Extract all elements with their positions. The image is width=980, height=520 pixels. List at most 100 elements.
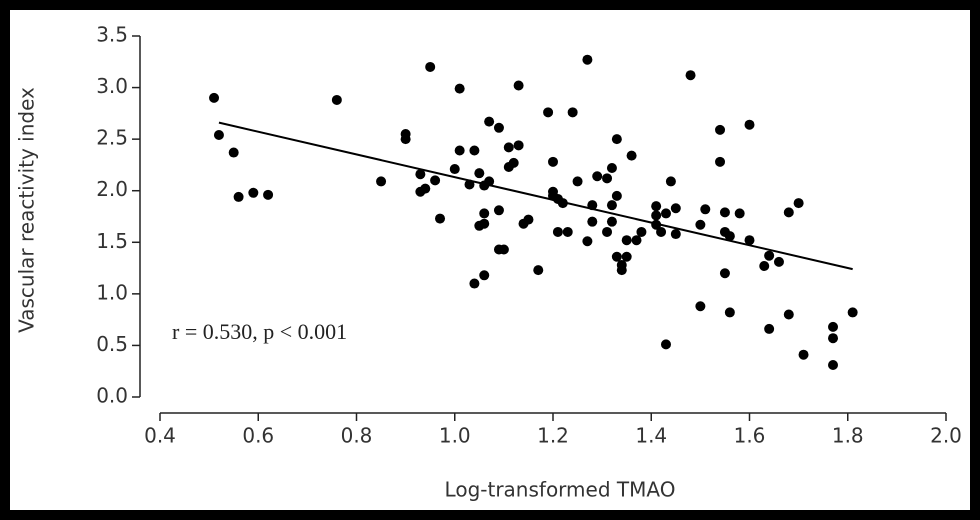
point — [557, 198, 568, 209]
point — [715, 156, 726, 167]
point — [734, 208, 745, 219]
point — [484, 116, 495, 127]
point — [454, 145, 465, 156]
point — [670, 229, 681, 240]
point — [695, 219, 706, 230]
y-tick-label: 3.0 — [96, 74, 128, 98]
point — [606, 200, 617, 211]
point — [543, 107, 554, 118]
point — [523, 214, 534, 225]
point — [400, 134, 411, 145]
y-tick-label: 0.0 — [96, 384, 128, 408]
point — [651, 210, 662, 221]
point — [724, 231, 735, 242]
point — [636, 226, 647, 237]
x-tick-label: 0.4 — [144, 424, 176, 448]
point — [783, 207, 794, 218]
x-tick-label: 1.0 — [439, 424, 471, 448]
point — [670, 203, 681, 214]
point — [572, 176, 583, 187]
point — [582, 54, 593, 65]
point — [503, 142, 514, 153]
x-tick-label: 1.8 — [832, 424, 864, 448]
point — [454, 83, 465, 94]
point — [611, 251, 622, 262]
point — [700, 204, 711, 215]
y-tick-label: 1.0 — [96, 280, 128, 304]
point — [587, 216, 598, 227]
point — [606, 163, 617, 174]
point — [474, 168, 485, 179]
point — [602, 173, 613, 184]
point — [685, 70, 696, 81]
point — [793, 198, 804, 209]
point — [213, 130, 224, 141]
point — [430, 175, 441, 186]
point — [533, 265, 544, 276]
x-tick-label: 1.4 — [635, 424, 667, 448]
point — [420, 183, 431, 194]
point — [764, 250, 775, 261]
point — [715, 124, 726, 135]
point — [611, 190, 622, 201]
point — [660, 208, 671, 219]
point — [209, 92, 220, 103]
point — [567, 107, 578, 118]
x-tick-label: 2.0 — [930, 424, 962, 448]
point — [665, 176, 676, 187]
point — [616, 265, 627, 276]
point — [425, 61, 436, 72]
y-tick-label: 2.5 — [96, 126, 128, 150]
point — [435, 213, 446, 224]
point — [248, 187, 259, 198]
point — [548, 186, 558, 197]
point — [415, 169, 426, 180]
point — [773, 256, 784, 267]
point — [651, 219, 662, 230]
point — [552, 226, 563, 237]
point — [474, 220, 485, 231]
point — [744, 235, 755, 246]
x-axis-label: Log-transformed TMAO — [445, 478, 676, 502]
point — [651, 201, 662, 212]
y-axis-label: Vascular reactivity index — [15, 87, 39, 333]
point — [621, 251, 632, 262]
point — [764, 323, 775, 334]
point — [744, 119, 755, 130]
point — [606, 216, 617, 227]
point — [847, 307, 858, 318]
point — [592, 171, 603, 182]
x-tick-label: 1.6 — [734, 424, 766, 448]
point — [449, 164, 460, 175]
x-tick-label: 0.8 — [341, 424, 373, 448]
point — [493, 122, 504, 133]
y-tick-label: 3.5 — [96, 23, 128, 47]
point — [582, 236, 593, 247]
point — [828, 321, 839, 332]
y-tick-label: 1.5 — [96, 229, 128, 253]
point — [562, 226, 573, 237]
point — [498, 244, 509, 255]
point — [587, 200, 598, 211]
point — [469, 145, 480, 156]
point — [631, 235, 642, 246]
point — [484, 176, 495, 187]
x-tick-label: 1.2 — [537, 424, 569, 448]
point — [611, 134, 622, 145]
y-tick-label: 2.0 — [96, 177, 128, 201]
point — [376, 176, 387, 187]
point — [548, 156, 558, 167]
point — [493, 205, 504, 216]
point — [513, 140, 524, 151]
point — [233, 191, 244, 202]
point — [719, 207, 730, 218]
point — [724, 307, 735, 318]
point — [228, 147, 239, 158]
point — [479, 208, 490, 219]
point — [621, 235, 632, 246]
point — [464, 179, 475, 190]
point — [331, 94, 342, 105]
point — [798, 349, 809, 360]
point — [626, 150, 637, 161]
